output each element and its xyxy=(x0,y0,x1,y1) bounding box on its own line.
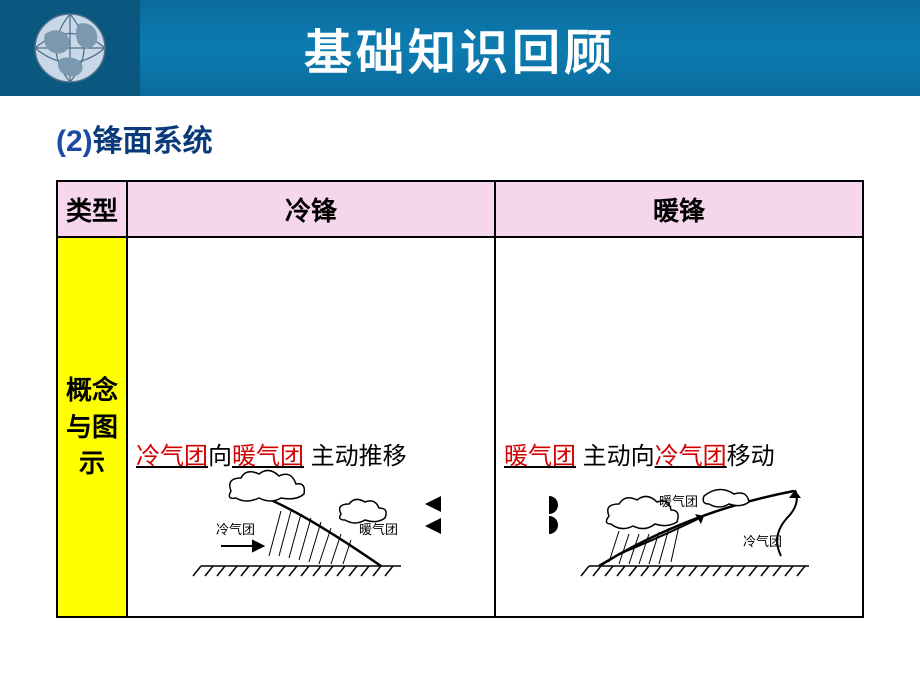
cold-front-diagram: 冷气团 暖气团 xyxy=(141,456,481,586)
slide-title: 基础知识回顾 xyxy=(304,13,616,83)
table-header-row: 类型 冷锋 暖锋 xyxy=(57,181,863,237)
cold-front-cell: 冷气团向暖气团 主动推移 xyxy=(127,237,495,617)
col-header-type: 类型 xyxy=(57,181,127,237)
warm-front-cell: 暖气团 主动向冷气团移动 xyxy=(495,237,863,617)
col-header-warm: 暖锋 xyxy=(495,181,863,237)
globe-icon xyxy=(30,9,110,87)
cold-front-diagram-wrap: 冷气团 暖气团 xyxy=(128,456,494,586)
comparison-table: 类型 冷锋 暖锋 概念与图示 冷气团向暖气团 主动推移 xyxy=(56,180,864,618)
section-text: 锋面系统 xyxy=(93,125,213,158)
warm-diagram-warm-label: 暖气团 xyxy=(659,494,698,509)
header-left-panel xyxy=(0,0,140,96)
row-label-concept: 概念与图示 xyxy=(57,237,127,617)
col-header-cold: 冷锋 xyxy=(127,181,495,237)
cold-diagram-warm-label: 暖气团 xyxy=(359,522,398,537)
cold-diagram-cold-label: 冷气团 xyxy=(216,522,255,537)
warm-front-diagram: 暖气团 冷气团 xyxy=(509,456,849,586)
section-label: (2)锋面系统 xyxy=(56,116,864,160)
row-label-concept-text: 概念与图示 xyxy=(66,375,118,478)
warm-diagram-cold-label: 冷气团 xyxy=(743,534,782,549)
warm-front-diagram-wrap: 暖气团 冷气团 xyxy=(496,456,862,586)
slide-header: 基础知识回顾 xyxy=(0,0,920,96)
table-concept-row: 概念与图示 冷气团向暖气团 主动推移 xyxy=(57,237,863,617)
slide-content: (2)锋面系统 类型 冷锋 暖锋 概念与图示 冷气团向暖气团 主动推移 xyxy=(0,96,920,618)
section-number: (2) xyxy=(56,125,93,158)
